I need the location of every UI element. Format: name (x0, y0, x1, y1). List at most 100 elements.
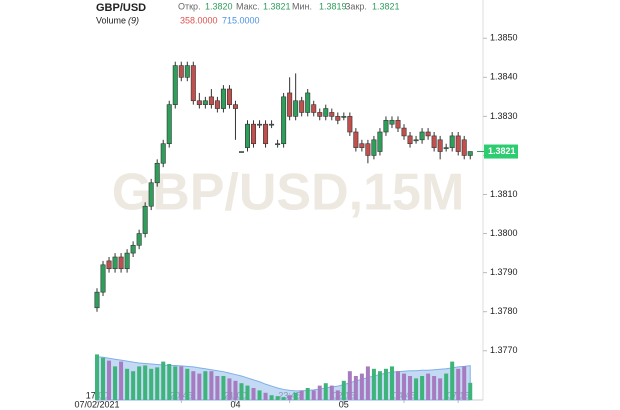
candle-body (353, 131, 359, 148)
volume-bar (383, 368, 388, 400)
volume-ma-value: 715.0000 (222, 15, 260, 25)
header-label: Макс. (236, 1, 260, 11)
volume-bar (257, 390, 262, 400)
volume-bar (438, 378, 443, 400)
volume-name: Volume (96, 15, 126, 25)
volume-bar (125, 368, 130, 400)
candle-body (449, 135, 455, 148)
volume-bar (251, 388, 256, 400)
volume-bar (371, 368, 376, 400)
volume-bar (221, 376, 226, 400)
candle-body (112, 256, 118, 270)
candle-body (220, 88, 226, 109)
volume-bar (95, 354, 99, 400)
volume-bar (239, 383, 244, 400)
y-tick-label: 1.3850 (490, 33, 518, 43)
volume-bar (287, 395, 292, 400)
header-value: 1.3819 (319, 1, 347, 11)
volume-bar (408, 376, 413, 400)
volume-bar (155, 367, 160, 400)
volume-bar (227, 378, 232, 400)
candle-body (287, 92, 293, 117)
watermark: GBP/USD,15M (112, 164, 465, 222)
volume-bar (263, 392, 268, 400)
volume-bar (299, 390, 304, 400)
candle-body (263, 123, 269, 145)
candle-body (443, 147, 449, 149)
volume-bar (462, 366, 467, 400)
candle-body (305, 92, 311, 113)
volume-bar (137, 366, 142, 400)
header-label: Мин. (292, 1, 312, 11)
volume-bar (215, 376, 220, 400)
volume-bar (245, 385, 250, 400)
candle-body (245, 123, 251, 148)
y-tick-label: 1.3810 (490, 189, 518, 199)
candle-body (269, 123, 275, 126)
volume-bar (143, 365, 148, 400)
candle-body (178, 65, 184, 78)
candle-body (124, 252, 130, 270)
candle-body (130, 244, 136, 254)
candle-body (160, 143, 166, 164)
candle-body (395, 119, 401, 129)
volume-bar (101, 357, 106, 400)
candle-body (184, 65, 190, 78)
volume-bar (432, 376, 437, 400)
candle-body (238, 151, 244, 153)
candle-body (407, 135, 413, 145)
candle-body (299, 100, 305, 113)
volume-bar (365, 366, 370, 400)
symbol: GBP/USD (96, 2, 146, 14)
candle-body (293, 100, 299, 117)
volume-bar (450, 361, 455, 400)
volume-bar (197, 373, 202, 400)
volume-bar (269, 395, 274, 400)
candle-body (341, 116, 347, 118)
candle-body (100, 264, 106, 293)
volume-bar (456, 368, 461, 400)
candle-body (257, 123, 263, 126)
volume-bar (107, 360, 112, 400)
candle-body (347, 116, 353, 133)
candle-body (196, 100, 202, 105)
y-tick-label: 1.3830 (490, 111, 518, 121)
volume-bar (329, 385, 334, 400)
volume-bar (335, 390, 340, 400)
volume-bar (311, 390, 316, 400)
volume-bar (420, 376, 425, 400)
candle-body (166, 104, 172, 145)
volume-bar (179, 366, 184, 400)
volume-bar (233, 380, 238, 400)
candle-body (329, 112, 335, 117)
candle-body (251, 123, 257, 145)
y-tick-label: 1.3840 (490, 72, 518, 82)
candle-body (281, 96, 287, 145)
volume-bar (149, 368, 154, 400)
last-price-tag (484, 144, 518, 159)
last-price-label: 1.3821 (488, 146, 516, 156)
candle-body (94, 291, 100, 309)
candle-body (154, 162, 160, 184)
volume-bar (389, 366, 394, 400)
volume-bar (341, 380, 346, 400)
volume-bar (131, 371, 136, 400)
volume-bar (444, 373, 449, 400)
candle-body (437, 139, 443, 152)
candle-body (431, 135, 437, 148)
y-tick-label: 1.3790 (490, 267, 518, 277)
x-tick-sublabel: 05 (339, 399, 349, 409)
volume-period: (9) (128, 15, 139, 25)
volume-bar (347, 371, 352, 400)
candle-body (202, 100, 208, 105)
candle-body (226, 88, 232, 105)
volume-bar (281, 397, 286, 400)
header-label: Закр. (345, 1, 367, 11)
volume-bar (353, 376, 358, 400)
header-value: 1.3821 (263, 1, 291, 11)
volume-bar (426, 373, 431, 400)
volume-bar (161, 361, 166, 400)
candle-body (467, 151, 473, 156)
candle-body (118, 256, 124, 270)
